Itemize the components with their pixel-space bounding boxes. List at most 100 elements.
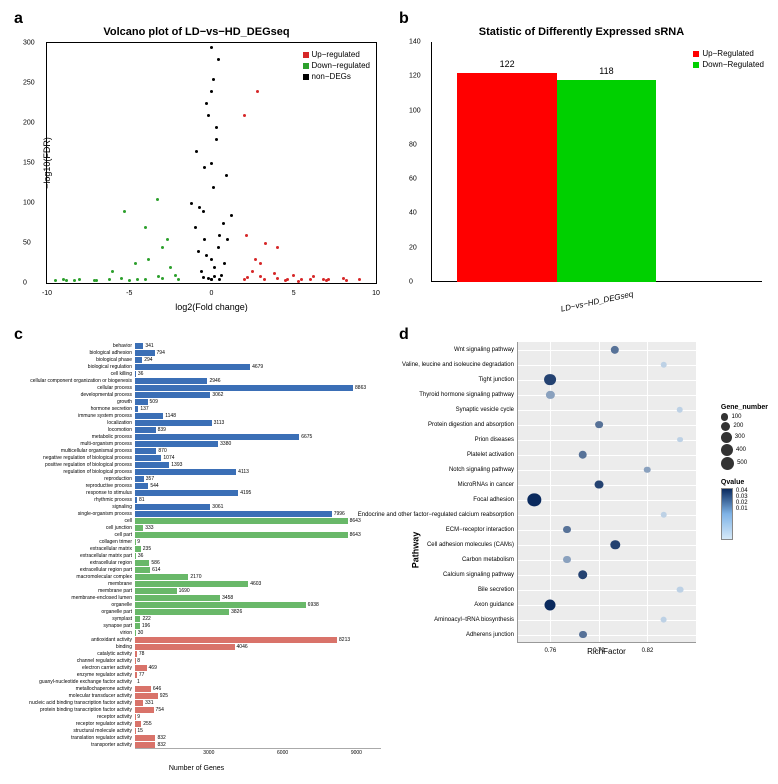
go-label: negative regulation of biological proces…	[12, 455, 135, 461]
go-value: 832	[155, 735, 165, 741]
data-point	[243, 278, 246, 281]
go-row: collagen trimer9	[12, 538, 381, 545]
legend-item: 300	[721, 432, 768, 443]
go-bar	[135, 588, 177, 594]
data-point	[264, 242, 267, 245]
go-row: receptor activity9	[12, 713, 381, 720]
data-point	[273, 272, 276, 275]
go-label: transporter activity	[12, 742, 135, 748]
pathway-label: Prion diseases	[475, 437, 518, 443]
go-value: 614	[150, 567, 160, 573]
go-bar	[135, 700, 143, 706]
data-point	[161, 246, 164, 249]
go-value: 4195	[238, 490, 251, 496]
pathway-label: Carbon metabolism	[462, 557, 518, 563]
bubble-point	[546, 390, 554, 398]
go-label: organelle	[12, 602, 135, 608]
go-label: rhythmic process	[12, 497, 135, 503]
data-point	[54, 279, 57, 282]
bubble-plot: 0.760.790.82Wnt signaling pathwayValine,…	[517, 342, 696, 643]
go-bar	[135, 644, 235, 650]
bubble-point	[578, 570, 588, 580]
panel-a: a Volcano plot of LD−vs−HD_DEGseq −log10…	[8, 8, 385, 316]
xtick: 3000	[203, 750, 214, 756]
pathway-label: Wnt signaling pathway	[454, 347, 518, 353]
go-bar	[135, 742, 155, 748]
bubble-point	[527, 493, 540, 506]
data-point	[144, 278, 147, 281]
go-row: organelle part3826	[12, 608, 381, 615]
data-point	[205, 102, 208, 105]
data-point	[243, 114, 246, 117]
go-value: 646	[151, 686, 161, 692]
go-bar	[135, 476, 144, 482]
go-value: 1148	[163, 413, 176, 419]
bar-value: 118	[599, 66, 613, 76]
ytick: 150	[23, 160, 35, 167]
data-point	[210, 278, 213, 281]
gridline	[518, 485, 696, 486]
go-row: cell part8643	[12, 531, 381, 538]
go-label: enzyme regulator activity	[12, 672, 135, 678]
go-label: single-organism process	[12, 511, 135, 517]
figure-grid: a Volcano plot of LD−vs−HD_DEGseq −log10…	[8, 8, 770, 776]
go-row: virion30	[12, 629, 381, 636]
go-row: multicellular organismal process870	[12, 447, 381, 454]
go-label: metabolic process	[12, 434, 135, 440]
ytick: 300	[23, 40, 35, 47]
go-value: 832	[155, 742, 165, 748]
data-point	[263, 278, 266, 281]
data-point	[286, 278, 289, 281]
data-point	[111, 270, 114, 273]
go-bar	[135, 581, 248, 587]
go-barchart: behavior341biological adhesion794biologi…	[8, 324, 385, 776]
go-value: 1690	[177, 588, 190, 594]
gridline	[518, 440, 696, 441]
bubble-point	[563, 526, 571, 534]
pathway-label: MicroRNAs in cancer	[458, 482, 518, 488]
go-value: 36	[136, 371, 144, 377]
go-row: enzyme regulator activity77	[12, 671, 381, 678]
data-point	[128, 279, 131, 282]
go-row: receptor regulator activity255	[12, 720, 381, 727]
go-label: cellular process	[12, 385, 135, 391]
legend-item: 400	[721, 444, 768, 456]
go-label: catalytic activity	[12, 651, 135, 657]
go-label: locomotion	[12, 427, 135, 433]
bubble-legend: Gene_number100200300400500Qvalue0.040.03…	[721, 404, 768, 541]
go-row: rhythmic process81	[12, 496, 381, 503]
data-point	[161, 277, 164, 280]
go-row: reproduction357	[12, 475, 381, 482]
go-row: catalytic activity78	[12, 650, 381, 657]
go-value: 8643	[348, 518, 361, 524]
go-label: behavior	[12, 343, 135, 349]
go-bar	[135, 525, 143, 531]
go-bar	[135, 385, 353, 391]
data-point	[300, 278, 303, 281]
pathway-label: Synaptic vesicle cycle	[456, 407, 518, 413]
go-value: 4603	[248, 581, 261, 587]
go-row: membrane-enclosed lumen3458	[12, 594, 381, 601]
data-point	[202, 276, 205, 279]
go-row: developmental process3062	[12, 391, 381, 398]
data-point	[194, 226, 197, 229]
data-point	[254, 258, 257, 261]
barstat-plot: Up−RegulatedDown−Regulated LD−vs−HD_DEGs…	[431, 42, 762, 282]
panel-c: c behavior341biological adhesion794biolo…	[8, 324, 385, 776]
ytick: 250	[23, 80, 35, 87]
xtick: 9000	[351, 750, 362, 756]
data-point	[210, 162, 213, 165]
data-point	[108, 278, 111, 281]
go-label: reproductive process	[12, 483, 135, 489]
data-point	[78, 278, 81, 281]
data-point	[190, 202, 193, 205]
go-label: signaling	[12, 504, 135, 510]
ytick: 200	[23, 120, 35, 127]
gridline	[647, 342, 648, 642]
go-value: 8863	[353, 385, 366, 391]
go-bar	[135, 455, 161, 461]
go-row: transporter activity 832	[12, 741, 381, 748]
go-value: 6938	[306, 602, 319, 608]
panel-b-label: b	[399, 10, 409, 28]
pathway-label: Aminoacyl−tRNA biosynthesis	[434, 617, 518, 623]
